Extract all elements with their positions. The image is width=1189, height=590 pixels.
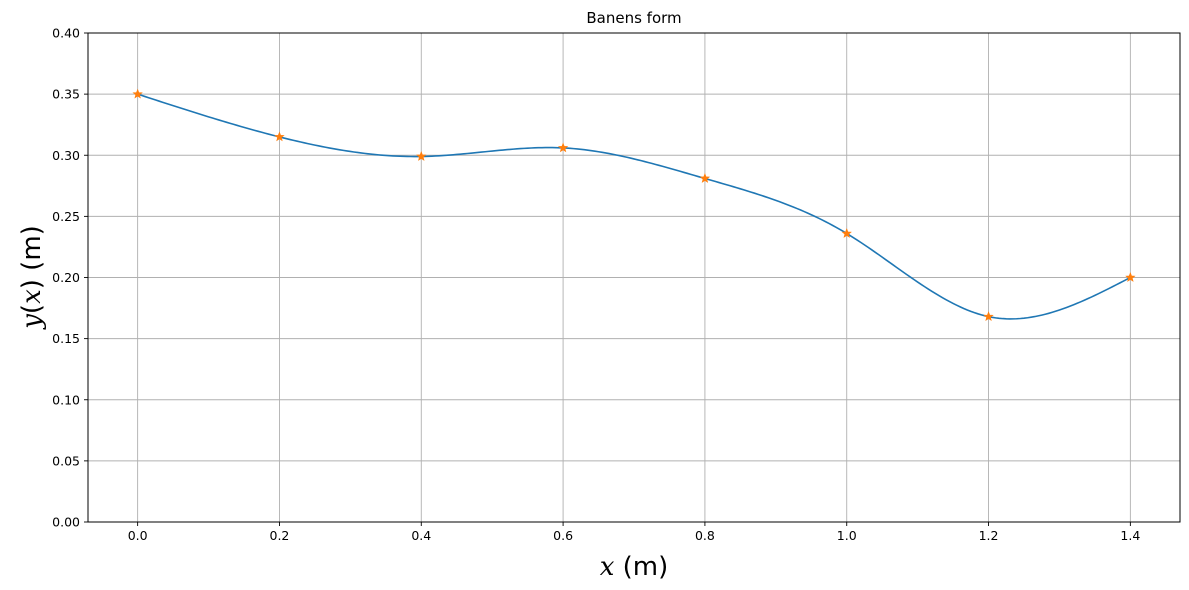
x-tick-label: 1.0 bbox=[837, 528, 857, 543]
data-point-marker bbox=[1125, 272, 1136, 282]
x-axis-label-unit: (m) bbox=[614, 552, 668, 582]
chart-title: Banens form bbox=[586, 9, 681, 27]
data-point-marker bbox=[274, 131, 285, 142]
data-point-marker bbox=[416, 151, 427, 161]
y-tick-label: 0.15 bbox=[52, 331, 80, 346]
x-tick-label: 1.4 bbox=[1120, 528, 1140, 543]
y-tick-label: 0.20 bbox=[52, 270, 80, 285]
ticks: 0.0 0.2 0.4 0.6 0.8 1.0 1.2 1.4 0.00 0.05 0.10 0.15… bbox=[52, 26, 1140, 544]
y-axis-label-close: ) bbox=[17, 279, 47, 289]
x-axis-label: x (m) bbox=[600, 552, 669, 582]
y-tick-label: 0.10 bbox=[52, 392, 80, 407]
marker-layer bbox=[132, 88, 1136, 322]
y-tick-label: 0.05 bbox=[52, 453, 80, 468]
x-tick-label: 0.0 bbox=[128, 528, 148, 543]
y-axis-label-var: x bbox=[17, 289, 47, 304]
x-tick-label: 0.6 bbox=[553, 528, 573, 543]
data-point-marker bbox=[132, 88, 143, 99]
y-tick-label: 0.40 bbox=[52, 26, 80, 41]
y-axis-label-func: y bbox=[17, 314, 47, 330]
data-point-marker bbox=[699, 173, 711, 183]
y-axis-label: y(x) (m) bbox=[17, 225, 47, 330]
y-tick-label: 0.30 bbox=[52, 148, 80, 163]
data-point-marker bbox=[557, 142, 569, 153]
x-tick-label: 0.4 bbox=[411, 528, 431, 543]
y-tick-label: 0.25 bbox=[52, 209, 80, 224]
x-tick-label: 1.2 bbox=[979, 528, 999, 543]
y-axis-label-unit: (m) bbox=[17, 225, 47, 279]
x-axis-label-var: x bbox=[600, 552, 615, 582]
y-tick-label: 0.00 bbox=[52, 515, 80, 530]
x-tick-label: 0.2 bbox=[270, 528, 290, 543]
data-point-marker bbox=[841, 228, 852, 238]
x-tick-label: 0.8 bbox=[695, 528, 715, 543]
y-tick-label: 0.35 bbox=[52, 87, 80, 102]
data-point-marker bbox=[983, 311, 994, 322]
curve-layer bbox=[137, 93, 1131, 320]
curve-line bbox=[137, 93, 1131, 320]
y-axis-label-open: ( bbox=[17, 304, 47, 314]
